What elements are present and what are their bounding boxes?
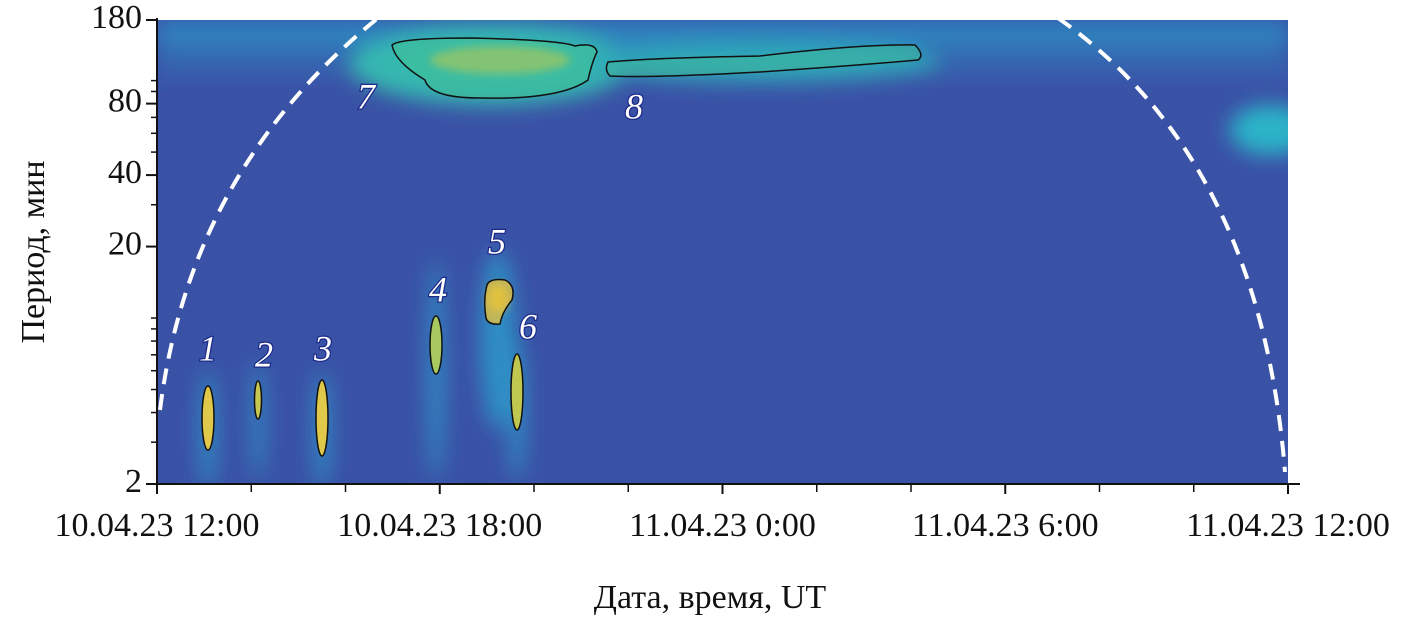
y-tick-label: 180	[91, 0, 142, 36]
x-tick-label: 11.04.23 12:00	[1186, 507, 1390, 544]
x-axis-label: Дата, время, UT	[594, 579, 827, 616]
x-tick-label: 10.04.23 12:00	[55, 507, 260, 544]
y-tick-label: 80	[108, 82, 142, 119]
annotation: 2	[255, 334, 273, 374]
annotation: 4	[429, 269, 447, 309]
annotation: 8	[625, 86, 643, 126]
annotation: 5	[488, 221, 506, 261]
annotation: 6	[519, 306, 537, 346]
annotation: 1	[199, 328, 217, 368]
cone-of-influence	[158, 20, 1287, 473]
x-tick-label: 11.04.23 6:00	[912, 507, 1099, 544]
spectrogram	[157, 20, 1288, 484]
y-tick-label: 40	[108, 154, 142, 191]
x-tick-label: 11.04.23 0:00	[629, 507, 816, 544]
y-axis-label: Период, мин	[15, 160, 52, 343]
y-tick-label: 2	[125, 463, 142, 500]
x-tick-label: 10.04.23 18:00	[337, 507, 542, 544]
annotation: 3	[313, 328, 332, 368]
y-tick-label: 20	[108, 225, 142, 262]
annotation: 7	[357, 76, 377, 116]
